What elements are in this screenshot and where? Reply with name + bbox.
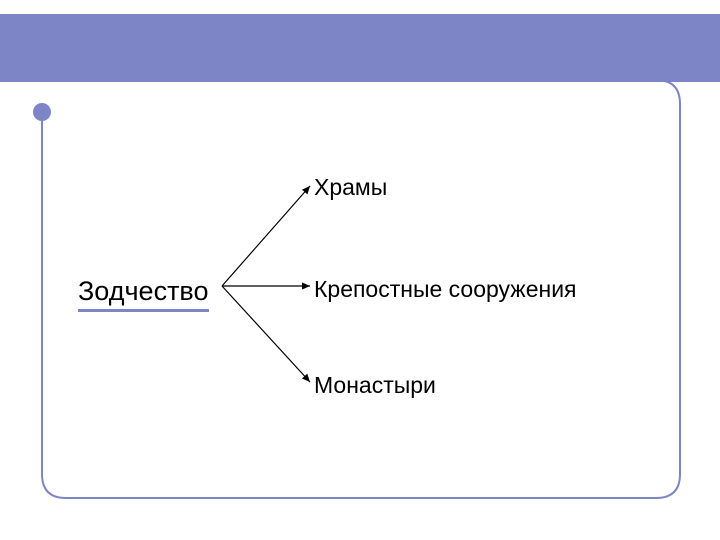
child-text: Монастыри	[314, 372, 436, 398]
slide-stage: Зодчество Храмы Крепостные сооружения Мо…	[0, 0, 720, 540]
child-label-2: Монастыри	[314, 372, 436, 399]
arrow-head-1	[302, 282, 310, 289]
root-label: Зодчество	[78, 276, 209, 312]
diagram-svg	[0, 0, 720, 540]
arrow-line-0	[222, 186, 310, 286]
child-label-0: Храмы	[314, 174, 387, 201]
root-text: Зодчество	[78, 276, 209, 306]
child-text: Храмы	[314, 174, 387, 200]
root-underline	[78, 309, 209, 312]
child-text: Крепостные сооружения	[314, 276, 577, 302]
frame-dot	[33, 103, 51, 121]
child-label-1: Крепостные сооружения	[314, 276, 577, 303]
arrow-line-2	[222, 286, 310, 382]
